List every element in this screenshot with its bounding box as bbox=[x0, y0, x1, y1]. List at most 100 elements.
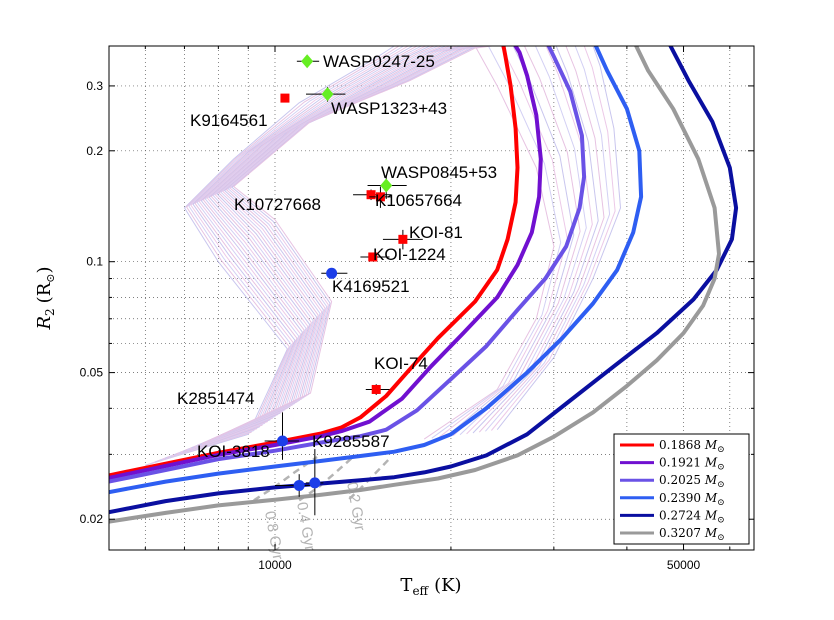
star-label: K10657664 bbox=[375, 191, 462, 210]
background-tracks bbox=[145, 46, 622, 466]
background-track bbox=[155, 46, 413, 463]
star-label: K9285587 bbox=[312, 432, 390, 451]
background-track bbox=[496, 46, 622, 431]
background-track bbox=[152, 46, 409, 464]
legend-value: 0.2390 bbox=[659, 491, 705, 505]
background-track bbox=[491, 46, 616, 431]
background-track bbox=[185, 46, 465, 451]
star-marker-square bbox=[371, 384, 381, 394]
x-tick-label: 50000 bbox=[667, 558, 701, 572]
legend-value: 0.1868 bbox=[659, 438, 705, 452]
star-label: KOI-81 bbox=[409, 223, 463, 242]
background-track bbox=[178, 46, 454, 454]
y-axis-title-unit: (R bbox=[34, 282, 55, 303]
background-track bbox=[180, 46, 458, 453]
star-marker-circle bbox=[293, 479, 305, 491]
background-track bbox=[201, 46, 492, 445]
legend-label: 0.2724 M⊙ bbox=[659, 508, 725, 525]
background-track bbox=[150, 46, 404, 465]
y-axis-title-sub: 2 bbox=[43, 308, 57, 316]
star-labels: WASP0247-25 WASP1323+43 K9164561 WASP0845+5… bbox=[177, 52, 497, 461]
y-tick-label: 0.05 bbox=[80, 366, 104, 380]
y-axis-title-close: ) bbox=[34, 266, 55, 273]
background-track bbox=[169, 46, 439, 457]
background-track bbox=[164, 46, 431, 459]
legend-label: 0.3207 M⊙ bbox=[659, 526, 725, 543]
background-track bbox=[157, 46, 418, 462]
background-track bbox=[171, 46, 443, 457]
legend-unit-sub: ⊙ bbox=[717, 445, 725, 455]
legend-label: 0.2025 M⊙ bbox=[659, 473, 725, 490]
star-marker-square bbox=[280, 93, 290, 103]
star-label: WASP0845+53 bbox=[381, 163, 497, 182]
legend-unit: M bbox=[704, 456, 718, 470]
legend-unit-sub: ⊙ bbox=[717, 498, 725, 508]
legend-label: 0.1868 M⊙ bbox=[659, 438, 725, 455]
legend-value: 0.3207 bbox=[659, 526, 705, 540]
series-line bbox=[109, 46, 644, 495]
star-marker-diamond bbox=[380, 178, 393, 193]
background-track bbox=[193, 46, 479, 448]
background-track bbox=[195, 46, 483, 447]
legend-unit: M bbox=[704, 491, 718, 505]
star-label: KOI-74 bbox=[374, 354, 428, 373]
series-line bbox=[109, 46, 587, 484]
background-track bbox=[485, 46, 611, 432]
legend-unit: M bbox=[704, 438, 718, 452]
background-track bbox=[472, 46, 599, 434]
legend-unit-sub: ⊙ bbox=[717, 463, 725, 473]
y-axis-title-unit-sub: ⊙ bbox=[44, 274, 57, 283]
star-marker-square bbox=[398, 234, 408, 244]
star-marker-square bbox=[368, 252, 378, 262]
star-label: K2851474 bbox=[177, 389, 255, 408]
legend-unit-sub: ⊙ bbox=[717, 515, 725, 525]
y-axis-title-main: R bbox=[34, 316, 55, 331]
y-tick-label: 0.3 bbox=[86, 79, 103, 93]
background-track bbox=[159, 46, 422, 461]
plot-frame bbox=[108, 45, 755, 551]
legend-unit: M bbox=[704, 508, 718, 522]
background-track bbox=[167, 46, 435, 458]
star-marker-square bbox=[366, 190, 376, 200]
star-marker-diamond bbox=[321, 87, 334, 102]
legend-value: 0.2025 bbox=[659, 473, 705, 487]
y-tick-label: 0.02 bbox=[80, 512, 104, 526]
star-label: K9164561 bbox=[190, 111, 268, 130]
series-line bbox=[109, 46, 721, 524]
background-track bbox=[182, 46, 462, 452]
background-track bbox=[191, 46, 476, 449]
star-label: KOI-3818 bbox=[197, 442, 270, 461]
y-tick-label: 0.1 bbox=[86, 255, 103, 269]
background-track bbox=[176, 46, 450, 455]
isochrone-line bbox=[298, 456, 354, 502]
background-track bbox=[162, 46, 426, 460]
legend-unit: M bbox=[704, 526, 718, 540]
background-track bbox=[189, 46, 472, 450]
x-tick-label: 10000 bbox=[258, 558, 292, 572]
background-track bbox=[423, 46, 555, 440]
star-label: WASP0247-25 bbox=[323, 52, 435, 71]
star-marker-circle bbox=[309, 477, 321, 489]
x-axis-title-main: T bbox=[400, 575, 412, 596]
legend-unit-sub: ⊙ bbox=[717, 533, 725, 543]
series-line bbox=[109, 46, 520, 478]
legend-label: 0.2390 M⊙ bbox=[659, 491, 725, 508]
star-label: K4169521 bbox=[332, 277, 410, 296]
y-tick-label: 0.2 bbox=[86, 144, 103, 158]
legend-value: 0.1921 bbox=[659, 456, 705, 470]
background-track bbox=[199, 46, 489, 446]
legend-unit: M bbox=[704, 473, 718, 487]
star-marker-square bbox=[375, 192, 385, 202]
star-marker-circle bbox=[326, 267, 338, 279]
background-track bbox=[173, 46, 446, 456]
star-marker-diamond bbox=[301, 54, 314, 69]
axis-ticks: 10000 50000 0.02 0.05 0.1 0.2 0.3 bbox=[80, 46, 754, 572]
background-track bbox=[187, 46, 469, 451]
legend-label: 0.1921 M⊙ bbox=[659, 456, 725, 473]
legend: 0.1868 M⊙0.1921 M⊙0.2025 M⊙0.2390 M⊙0.27… bbox=[613, 433, 750, 545]
x-axis-title: Teff (K) bbox=[400, 575, 461, 598]
background-track bbox=[197, 46, 486, 447]
background-track bbox=[145, 46, 395, 466]
x-axis-title-unit: (K) bbox=[434, 575, 462, 596]
background-track bbox=[478, 46, 605, 433]
